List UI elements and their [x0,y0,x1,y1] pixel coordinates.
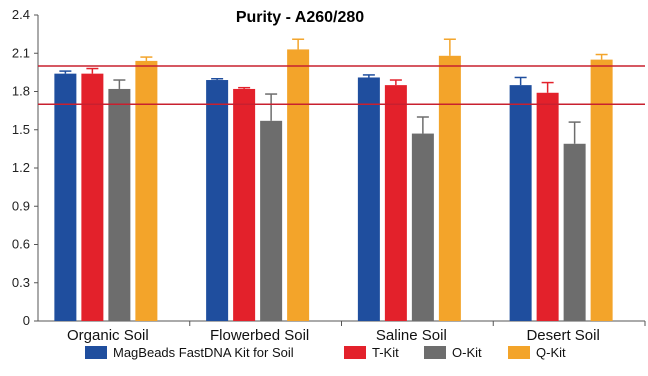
bar [108,88,131,321]
bar [54,73,77,322]
legend-label: T-Kit [372,345,399,360]
bar [206,80,229,322]
legend-swatch [85,346,107,359]
y-tick-label: 0.9 [12,198,30,213]
bar [438,55,461,322]
bar [509,85,532,321]
chart-title: Purity - A260/280 [236,9,364,26]
bar [411,133,434,321]
legend-swatch [508,346,530,359]
y-tick-label: 0 [23,313,30,328]
legend-label: MagBeads FastDNA Kit for Soil [113,345,294,360]
bar [233,88,256,321]
bar [563,143,586,321]
bar [536,92,559,322]
legend-label: O-Kit [452,345,482,360]
bar [590,59,613,321]
legend: MagBeads FastDNA Kit for Soil T-Kit O-Kit Q… [85,345,566,360]
category-label: Saline Soil [376,327,447,344]
plot-area: 0 0.3 0.6 0.9 1.2 1.5 1.8 2.1 2.4 Organic Soil Flo… [12,7,646,344]
y-tick-label: 2.4 [12,7,30,22]
y-tick-label: 1.8 [12,84,30,99]
y-tick-label: 2.1 [12,45,30,60]
category-label: Organic Soil [67,327,149,344]
legend-swatch [344,346,366,359]
bar [260,120,283,321]
legend-swatch [424,346,446,359]
y-tick-label: 0.3 [12,275,30,290]
bar [287,49,310,322]
y-tick-label: 1.5 [12,122,30,137]
bar [357,77,380,321]
y-tick-label: 1.2 [12,160,30,175]
y-tick-label: 0.6 [12,237,30,252]
bar [135,60,158,322]
category-label: Flowerbed Soil [210,327,309,344]
legend-label: Q-Kit [536,345,566,360]
bar [81,73,104,322]
category-label: Desert Soil [526,327,599,344]
bar [384,85,407,321]
